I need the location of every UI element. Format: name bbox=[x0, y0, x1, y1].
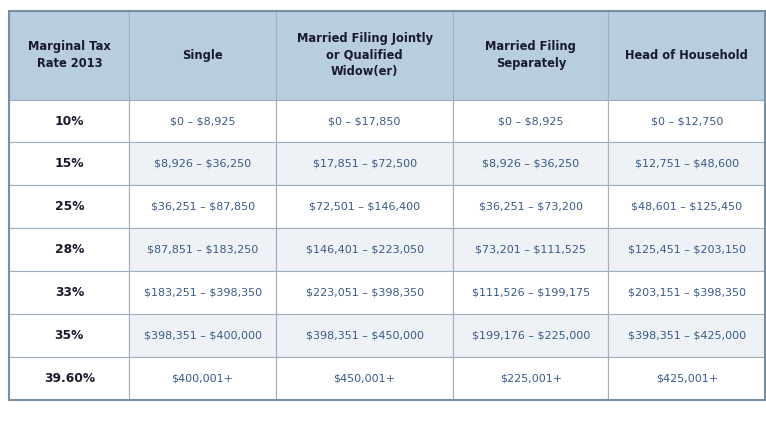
Text: $0 – $8,925: $0 – $8,925 bbox=[170, 116, 235, 126]
Text: $48,601 – $125,450: $48,601 – $125,450 bbox=[631, 202, 742, 212]
Bar bbox=[9, 314, 129, 357]
Bar bbox=[129, 357, 276, 400]
Bar bbox=[9, 228, 129, 271]
Text: 39.60%: 39.60% bbox=[44, 372, 95, 385]
Text: $203,151 – $398,350: $203,151 – $398,350 bbox=[627, 288, 746, 297]
Text: $0 – $12,750: $0 – $12,750 bbox=[650, 116, 723, 126]
Text: $36,251 – $73,200: $36,251 – $73,200 bbox=[479, 202, 583, 212]
Text: $0 – $17,850: $0 – $17,850 bbox=[329, 116, 401, 126]
Bar bbox=[453, 185, 608, 228]
Text: $73,201 – $111,525: $73,201 – $111,525 bbox=[476, 245, 586, 255]
Bar bbox=[608, 185, 765, 228]
Text: Marginal Tax
Rate 2013: Marginal Tax Rate 2013 bbox=[28, 40, 111, 70]
Text: 10%: 10% bbox=[54, 114, 84, 128]
Text: 28%: 28% bbox=[54, 243, 84, 256]
Text: $398,351 – $400,000: $398,351 – $400,000 bbox=[143, 330, 262, 340]
Bar bbox=[608, 100, 765, 142]
Bar bbox=[453, 314, 608, 357]
Text: $0 – $8,925: $0 – $8,925 bbox=[498, 116, 564, 126]
Bar bbox=[608, 271, 765, 314]
Bar bbox=[608, 357, 765, 400]
Text: $199,176 – $225,000: $199,176 – $225,000 bbox=[472, 330, 590, 340]
Text: $425,001+: $425,001+ bbox=[656, 373, 718, 383]
Bar bbox=[453, 142, 608, 185]
Bar bbox=[129, 228, 276, 271]
Bar bbox=[276, 271, 453, 314]
Text: 33%: 33% bbox=[54, 286, 84, 299]
Text: $125,451 – $203,150: $125,451 – $203,150 bbox=[627, 245, 746, 255]
Text: Married Filing
Separately: Married Filing Separately bbox=[486, 40, 576, 70]
Text: $146,401 – $223,050: $146,401 – $223,050 bbox=[306, 245, 424, 255]
Bar bbox=[276, 228, 453, 271]
Text: Single: Single bbox=[182, 48, 223, 62]
Text: $398,351 – $425,000: $398,351 – $425,000 bbox=[627, 330, 746, 340]
Bar bbox=[276, 185, 453, 228]
Text: $400,001+: $400,001+ bbox=[172, 373, 234, 383]
Bar bbox=[276, 142, 453, 185]
Bar bbox=[276, 11, 453, 100]
Text: Head of Household: Head of Household bbox=[625, 48, 748, 62]
Bar bbox=[453, 271, 608, 314]
Bar bbox=[453, 100, 608, 142]
Bar bbox=[608, 228, 765, 271]
Text: $72,501 – $146,400: $72,501 – $146,400 bbox=[309, 202, 421, 212]
Text: $223,051 – $398,350: $223,051 – $398,350 bbox=[306, 288, 424, 297]
Bar bbox=[129, 271, 276, 314]
Bar bbox=[129, 11, 276, 100]
Text: $225,001+: $225,001+ bbox=[499, 373, 562, 383]
Text: Married Filing Jointly
or Qualified
Widow(er): Married Filing Jointly or Qualified Wido… bbox=[296, 32, 433, 78]
Text: 25%: 25% bbox=[54, 200, 84, 213]
Bar bbox=[453, 357, 608, 400]
Bar bbox=[9, 142, 129, 185]
Bar bbox=[129, 314, 276, 357]
Text: $12,751 – $48,600: $12,751 – $48,600 bbox=[635, 159, 738, 169]
Bar bbox=[9, 11, 765, 400]
Text: $111,526 – $199,175: $111,526 – $199,175 bbox=[472, 288, 590, 297]
Text: $17,851 – $72,500: $17,851 – $72,500 bbox=[313, 159, 417, 169]
Bar bbox=[453, 11, 608, 100]
Bar bbox=[129, 142, 276, 185]
Text: $8,926 – $36,250: $8,926 – $36,250 bbox=[154, 159, 251, 169]
Text: $183,251 – $398,350: $183,251 – $398,350 bbox=[143, 288, 262, 297]
Bar bbox=[129, 100, 276, 142]
Bar bbox=[9, 100, 129, 142]
Bar bbox=[129, 185, 276, 228]
Bar bbox=[608, 11, 765, 100]
Bar bbox=[608, 142, 765, 185]
Bar bbox=[453, 228, 608, 271]
Text: $36,251 – $87,850: $36,251 – $87,850 bbox=[151, 202, 254, 212]
Text: $450,001+: $450,001+ bbox=[334, 373, 395, 383]
Text: $87,851 – $183,250: $87,851 – $183,250 bbox=[147, 245, 258, 255]
Bar bbox=[276, 314, 453, 357]
Bar bbox=[9, 11, 129, 100]
Text: $398,351 – $450,000: $398,351 – $450,000 bbox=[306, 330, 424, 340]
Text: $8,926 – $36,250: $8,926 – $36,250 bbox=[483, 159, 579, 169]
Text: 35%: 35% bbox=[54, 329, 84, 342]
Bar bbox=[9, 271, 129, 314]
Bar bbox=[276, 357, 453, 400]
Bar bbox=[276, 100, 453, 142]
Bar bbox=[9, 357, 129, 400]
Text: 15%: 15% bbox=[54, 157, 84, 171]
Bar bbox=[608, 314, 765, 357]
Bar bbox=[9, 185, 129, 228]
